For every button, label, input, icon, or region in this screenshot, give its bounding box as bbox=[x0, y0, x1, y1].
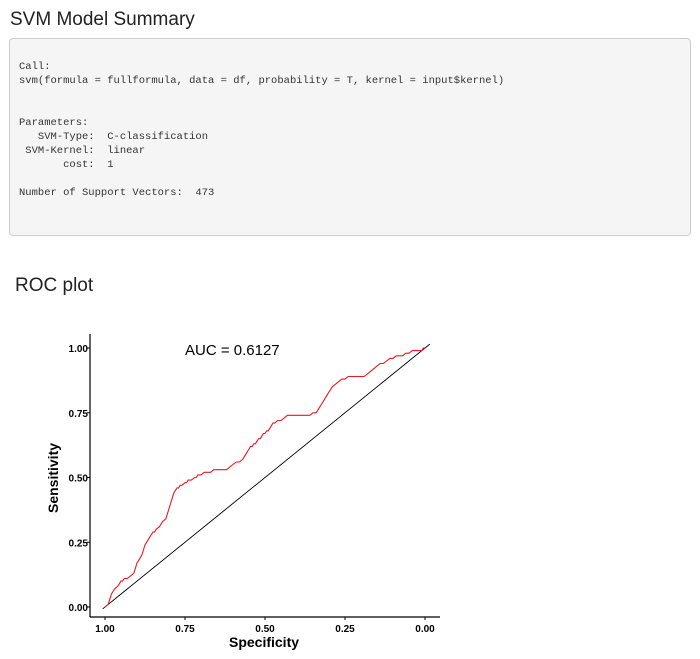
x-tick-label: 1.00 bbox=[95, 624, 115, 635]
roc-plot-title: ROC plot bbox=[15, 275, 94, 296]
summary-title: SVM Model Summary bbox=[10, 9, 195, 30]
plot-area: 0.00 0.25 0.50 0.75 1.00 1.00 0.75 0.50 0.25 0.00 bbox=[69, 334, 440, 635]
reference-diagonal-line bbox=[102, 343, 431, 610]
summary-call-formula: svm(formula = fullformula, data = df, pr… bbox=[19, 75, 505, 87]
y-tick-label: 1.00 bbox=[69, 344, 89, 355]
roc-curve-line bbox=[104, 347, 425, 608]
summary-call-label: Call: bbox=[19, 61, 51, 73]
x-axis-title: Specificity bbox=[229, 634, 299, 650]
summary-parameters-label: Parameters: bbox=[19, 117, 89, 129]
summary-support-vectors: Number of Support Vectors: 473 bbox=[19, 187, 215, 199]
summary-svm-kernel: SVM-Kernel: linear bbox=[19, 145, 146, 157]
summary-svm-type: SVM-Type: C-classification bbox=[19, 131, 209, 143]
x-tick-label: 0.00 bbox=[415, 624, 435, 635]
roc-chart: 0.000.250.500.751.001.00 0.75 0.50 0.25 0.00… bbox=[45, 334, 440, 650]
model-summary-output: Call: svm(formula = fullformula, data = … bbox=[9, 38, 691, 236]
y-tick-label: 0.25 bbox=[69, 538, 89, 549]
y-axis-title: Sensitivity bbox=[45, 443, 61, 513]
y-tick-label: 0.00 bbox=[69, 603, 89, 614]
x-tick-label: 0.75 bbox=[175, 624, 195, 635]
y-tick-label: 0.50 bbox=[69, 474, 89, 485]
auc-annotation: AUC = 0.6127 bbox=[185, 342, 280, 359]
y-tick-label: 0.75 bbox=[69, 409, 89, 420]
x-tick-label: 0.25 bbox=[335, 624, 355, 635]
summary-cost: cost: 1 bbox=[19, 159, 114, 171]
x-tick-label: 0.50 bbox=[255, 624, 275, 635]
